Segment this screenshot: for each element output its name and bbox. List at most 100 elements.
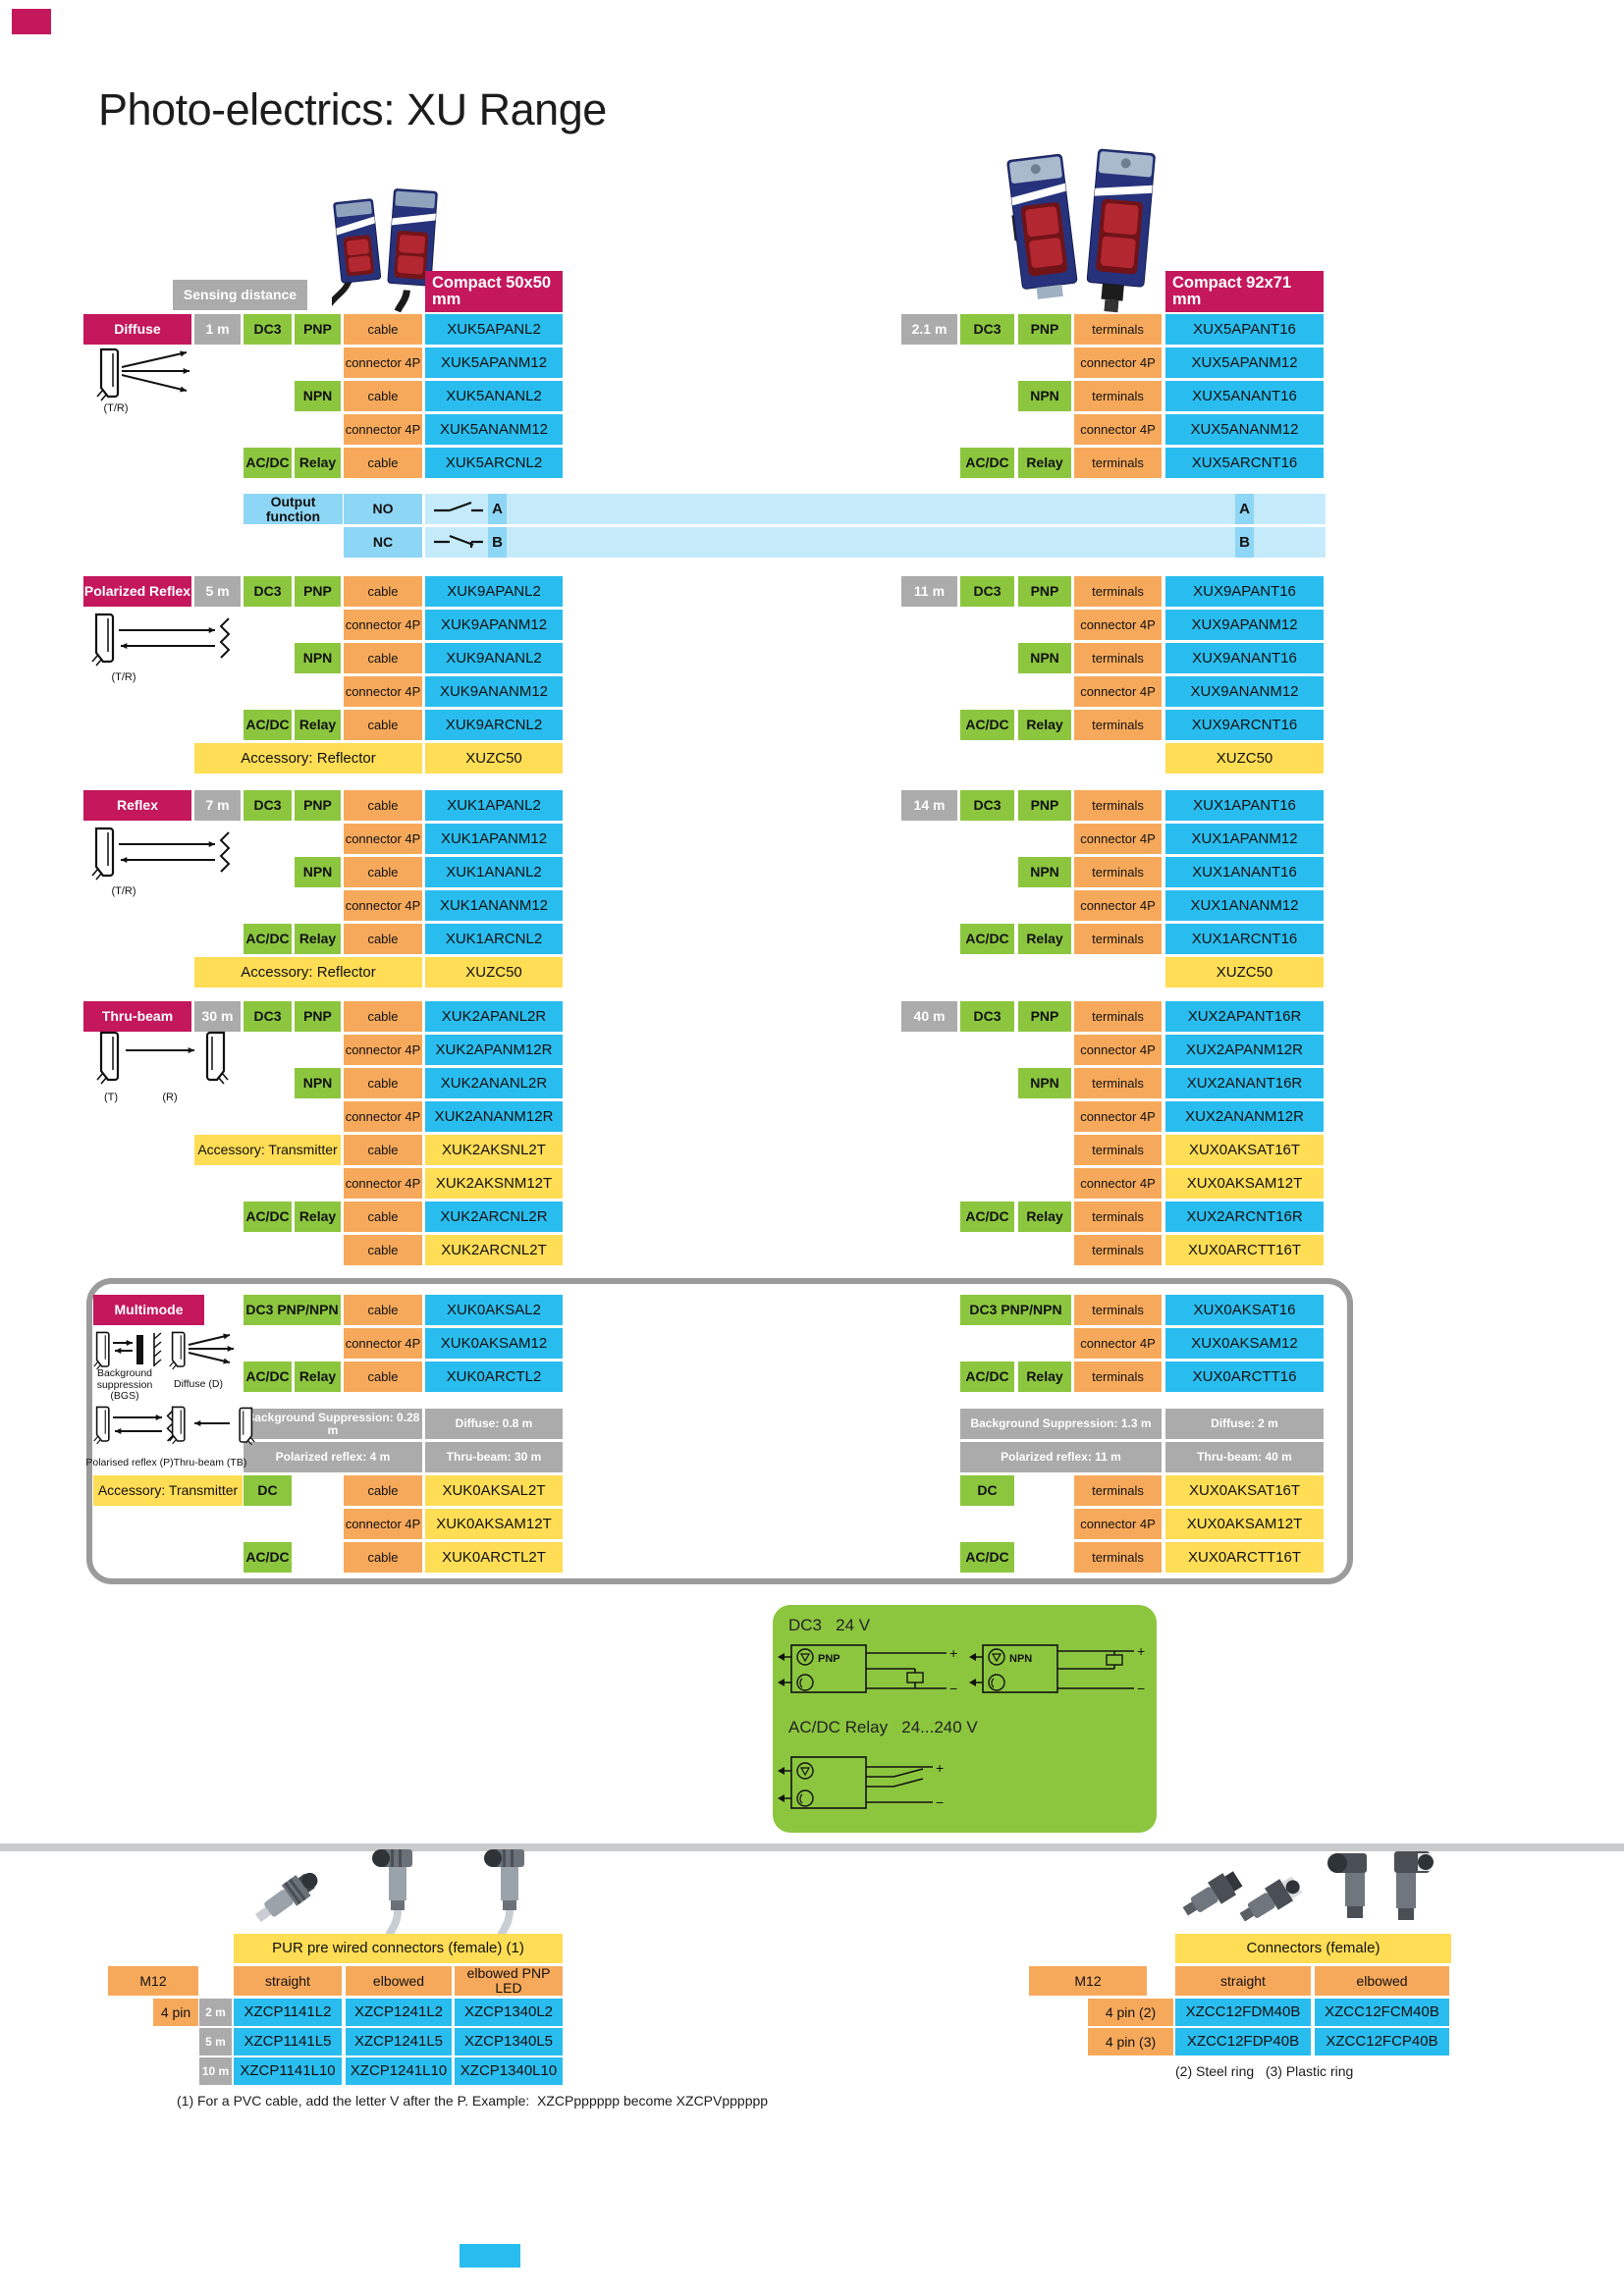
output-type-cell: NPN (295, 643, 341, 673)
connection-cell: terminals (1074, 1201, 1162, 1232)
nc-contact-symbol (432, 533, 485, 558)
output-state-cell: NC (344, 527, 422, 558)
product-code-cell: XZCC12FCP40B (1315, 2028, 1449, 2056)
connection-cell: cable (344, 1362, 422, 1392)
product-code-cell: XUK9ANANM12 (425, 676, 563, 707)
section-header: Diffuse (83, 314, 191, 345)
product-code-cell: XUK9APANM12 (425, 610, 563, 640)
output-type-cell: Relay (1018, 448, 1071, 478)
connection-cell: cable (344, 1135, 422, 1165)
output-letter-cell: B (1235, 527, 1254, 558)
product-code-cell: XUK2ANANM12R (425, 1101, 563, 1132)
pin-label-cell: 4 pin (2) (1088, 1999, 1173, 2026)
product-code-cell: XZCP1141L2 (234, 1999, 342, 2026)
icon-caption: (T/R) (111, 671, 136, 684)
table-header-cell: Connectors (female) (1175, 1934, 1451, 1963)
sensing-distance-header: Sensing distance (173, 280, 307, 310)
connection-cell: connector 4P (1074, 1328, 1162, 1359)
product-code-cell: XZCP1340L2 (455, 1999, 563, 2026)
product-code-cell: XUK0ARCTL2 (425, 1362, 563, 1392)
connection-cell: cable (344, 448, 422, 478)
sensing-distance-cell: 5 m (194, 576, 241, 607)
accessory-label-cell: Accessory: Reflector (194, 957, 422, 988)
table-header-cell: PUR pre wired connectors (female) (1) (234, 1934, 563, 1963)
output-letter-cell: B (488, 527, 507, 558)
output-type-cell: Relay (1018, 710, 1071, 740)
product-code-cell: XUX0AKSAM12T (1165, 1509, 1324, 1539)
relay-wiring-diagram: + − (776, 1751, 982, 1821)
npn-diagram-label: NPN (1009, 1653, 1033, 1665)
connection-cell: cable (344, 1295, 422, 1325)
product-code-cell: XZCP1141L5 (234, 2028, 342, 2056)
output-function-strip (425, 494, 1326, 524)
connection-cell: connector 4P (344, 1168, 422, 1199)
connection-cell: terminals (1074, 381, 1162, 411)
product-code-cell: XUK0AKSAL2T (425, 1475, 563, 1506)
product-code-cell: XUK1ARCNL2 (425, 924, 563, 954)
connection-cell: cable (344, 857, 422, 887)
product-code-cell: XUK5ANANM12 (425, 414, 563, 445)
output-type-cell: PNP (295, 1001, 341, 1032)
thru-beam-mode-icon (96, 1027, 229, 1093)
product-code-cell: XUX5ARCNT16 (1165, 448, 1324, 478)
wiring-diagram-box (773, 1605, 1157, 1833)
connection-cell: connector 4P (1074, 676, 1162, 707)
output-type-cell: Relay (295, 710, 341, 740)
output-type-cell: PNP (295, 790, 341, 821)
connection-cell: cable (344, 790, 422, 821)
voltage-cell: DC3 PNP/NPN (960, 1295, 1071, 1325)
voltage-cell: DC3 (960, 1001, 1014, 1032)
sensing-distance-cell: 14 m (901, 790, 957, 821)
sensing-distance-cell: 2.1 m (901, 314, 957, 345)
product-code-cell: XUX0AKSAT16 (1165, 1295, 1324, 1325)
acdc-wiring-title: AC/DC Relay 24...240 V (788, 1718, 978, 1736)
sensing-distance-cell: 40 m (901, 1001, 957, 1032)
svg-text:+: + (936, 1760, 944, 1776)
connection-cell: connector 4P (1074, 1509, 1162, 1539)
npn-wiring-diagram: + − (967, 1639, 1149, 1705)
connection-cell: connector 4P (1074, 1035, 1162, 1065)
svg-text:+: + (1137, 1643, 1145, 1659)
product-code-cell: XUK2AKSNM12T (425, 1168, 563, 1199)
voltage-cell: DC3 (244, 1001, 292, 1032)
product-code-cell: XUX2APANM12R (1165, 1035, 1324, 1065)
connection-cell: cable (344, 1475, 422, 1506)
product-code-cell: XUX9ARCNT16 (1165, 710, 1324, 740)
output-type-cell: Relay (1018, 924, 1071, 954)
product-code-cell: XUK0AKSAM12T (425, 1509, 563, 1539)
voltage-cell: DC (244, 1475, 292, 1506)
connection-cell: terminals (1074, 314, 1162, 345)
voltage-cell: AC/DC (960, 448, 1014, 478)
voltage-cell: AC/DC (960, 924, 1014, 954)
connection-cell: connector 4P (1074, 347, 1162, 378)
product-code-cell: XUX0AKSAM12 (1165, 1328, 1324, 1359)
icon-caption: (T/R) (111, 885, 136, 898)
output-type-cell: PNP (1018, 1001, 1071, 1032)
connection-cell: terminals (1074, 1001, 1162, 1032)
connection-cell: cable (344, 314, 422, 345)
column-header-cell: elbowed (1315, 1966, 1449, 1996)
product-code-cell: XUK1ANANL2 (425, 857, 563, 887)
product-code-cell: XUK9APANL2 (425, 576, 563, 607)
output-type-cell: NPN (295, 857, 341, 887)
voltage-cell: AC/DC (960, 710, 1014, 740)
output-type-cell: PNP (1018, 314, 1071, 345)
product-code-cell: XUK5APANM12 (425, 347, 563, 378)
product-code-cell: XUX0ARCTT16T (1165, 1542, 1324, 1573)
output-type-cell: Relay (295, 1362, 341, 1392)
straight-connectors-photo (1178, 1853, 1316, 1937)
connection-cell: terminals (1074, 643, 1162, 673)
section-separator-bar (0, 1843, 1624, 1851)
compact-92-product-photo (1003, 143, 1180, 325)
connection-cell: terminals (1074, 1135, 1162, 1165)
connection-cell: terminals (1074, 1235, 1162, 1265)
range-cell: Diffuse: 2 m (1165, 1409, 1324, 1439)
product-code-cell: XUK0AKSAL2 (425, 1295, 563, 1325)
output-type-cell: NPN (1018, 857, 1071, 887)
connection-cell: connector 4P (344, 610, 422, 640)
range-cell: Thru-beam: 30 m (425, 1442, 563, 1472)
column-header-cell: straight (1175, 1966, 1311, 1996)
product-code-cell: XZCP1141L10 (234, 2057, 342, 2085)
section-header: Thru-beam (83, 1001, 191, 1032)
connection-cell: terminals (1074, 448, 1162, 478)
